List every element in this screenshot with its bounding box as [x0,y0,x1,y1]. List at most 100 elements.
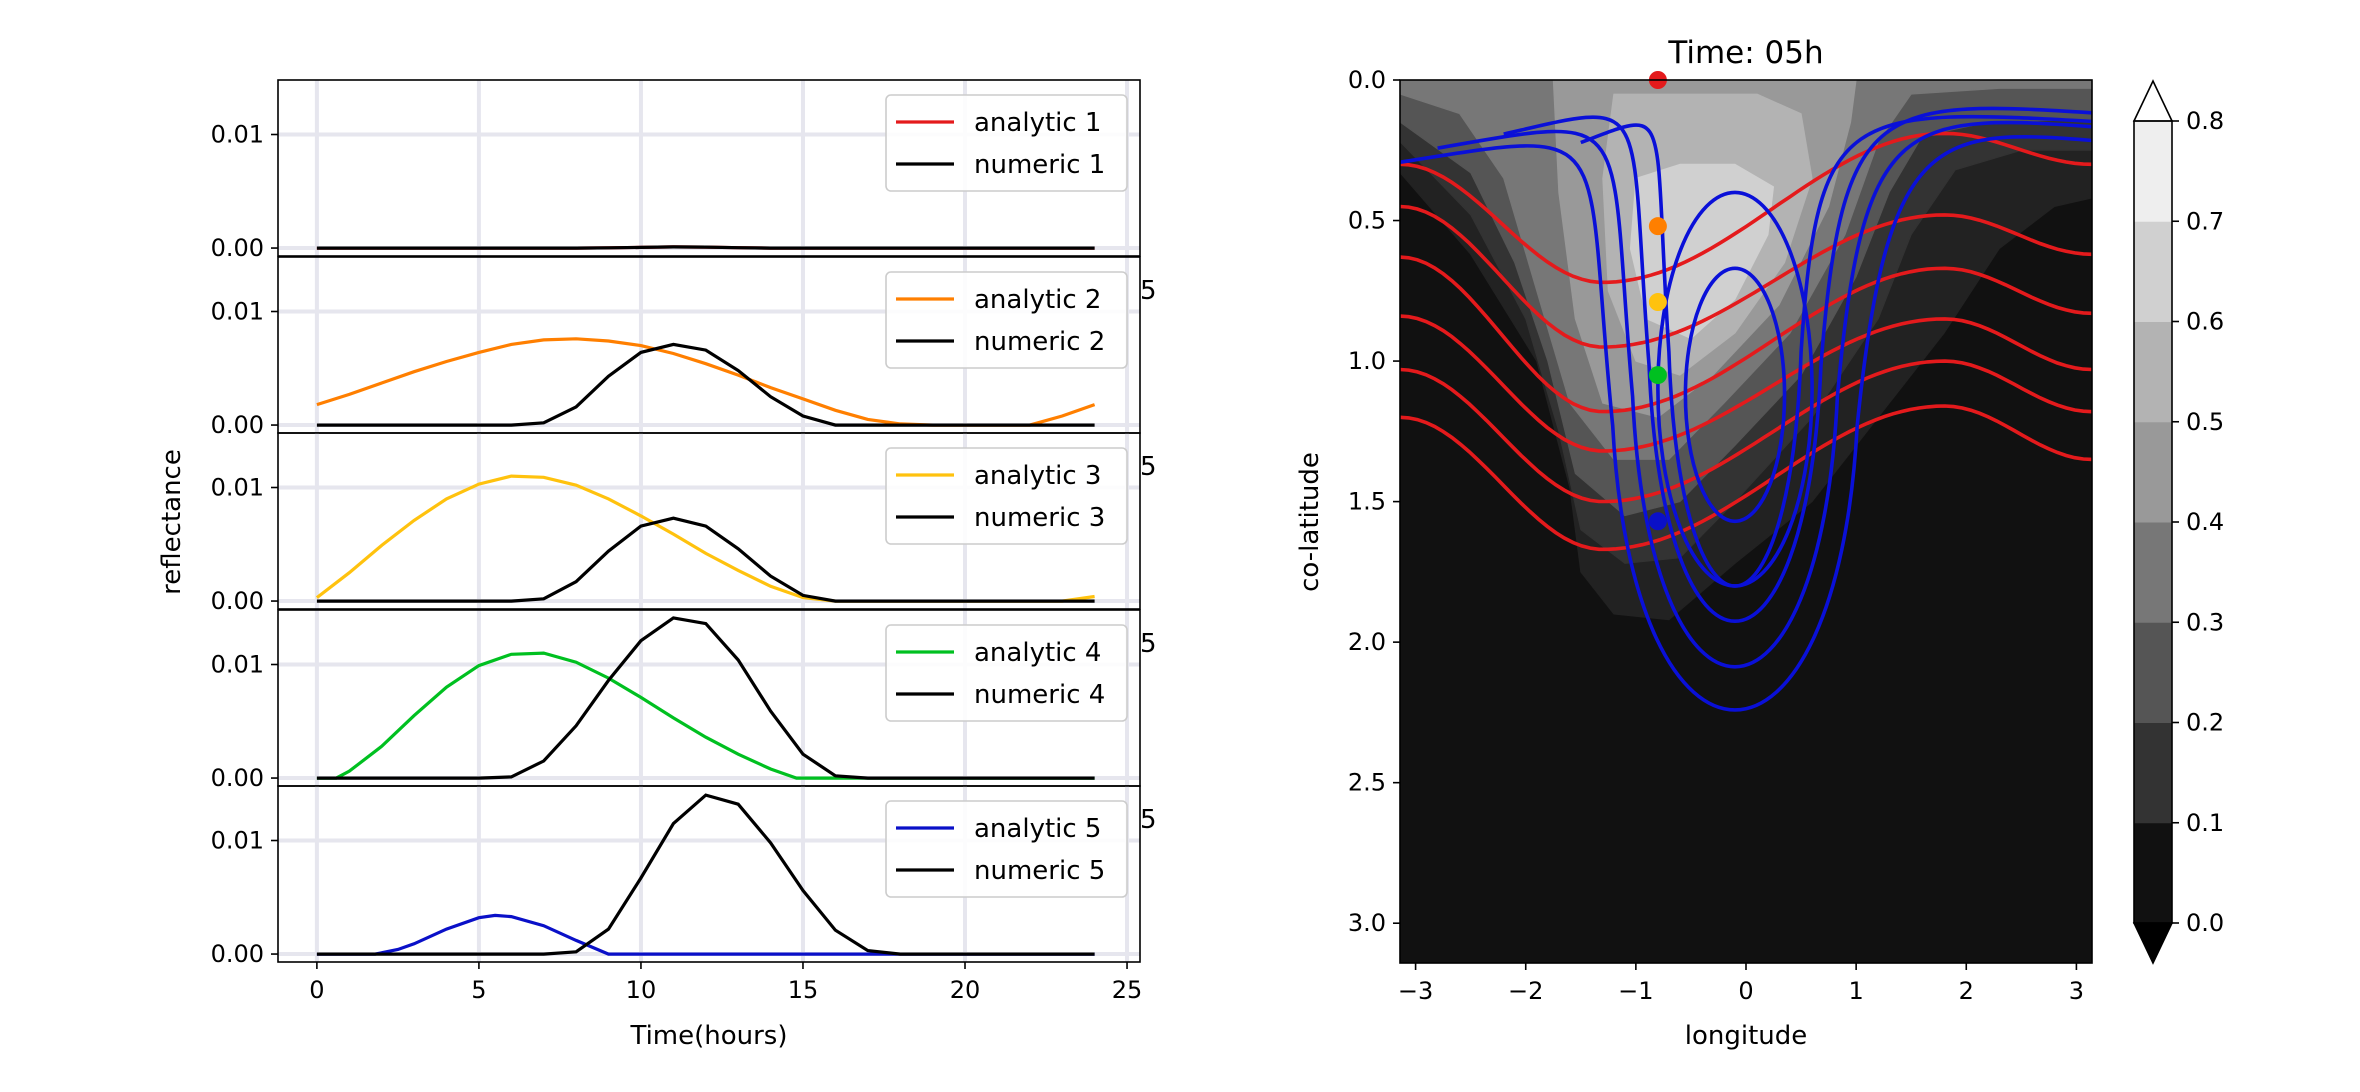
colorbar-segment [2134,622,2172,723]
x-tick-label: 25 [1112,976,1143,1004]
panel-5: 0.00 0.01 analytic 5 numeric 5 [211,785,1141,968]
colorbar: 0.0 0.1 0.2 0.3 0.4 0.5 0.6 0.7 0.8 [2132,79,2224,965]
x-axis-label: longitude [1685,1021,1808,1051]
y-tick-label: 0.00 [211,234,264,262]
colorbar-segment [2134,722,2172,824]
y-tick-label: 0.00 [211,411,264,439]
legend-label: numeric 4 [974,680,1105,710]
y-tick-label: 0.00 [211,587,264,615]
contour-map-chart: −3 −2 −1 0 1 2 3 0.0 0.5 1.0 1.5 2.0 2.5 3.0 Time: 05h… [1295,35,2093,1051]
blue-contour-3 [1580,114,2092,588]
legend: analytic 2 numeric 2 [885,271,1128,369]
x-tick-label: −3 [1398,977,1433,1005]
colorbar-tick-label: 0.7 [2186,207,2224,235]
legend-frame [885,447,1128,545]
panel-frame [277,79,1141,257]
colorbar-segment [2134,822,2172,924]
legend: analytic 5 numeric 5 [885,800,1128,898]
y-axis-label: reflectance [157,449,187,595]
y-tick-label: 0.00 [211,940,264,968]
series-line-analytic-4 [316,651,1095,780]
reflectance-time-series-chart: 0.00 0.01 analytic 1 numeric 1 0.00 0.01 analy… [157,79,1157,1051]
y-axis-label: co-latitude [1295,452,1325,592]
x-tick-label: 3 [2069,977,2084,1005]
colorbar-tick-label: 0.3 [2186,608,2224,636]
red-curve-1 [1400,131,2092,285]
map-plot-area [1400,80,2092,963]
colorbar-tick-label: 0.8 [2186,107,2224,135]
blue-contour-6 [1400,135,2092,712]
legend-frame [885,94,1128,192]
legend-frame [885,800,1128,898]
colorbar-tick-label: 0.0 [2186,909,2224,937]
colorbar-segment [2134,522,2172,623]
legend-frame [885,271,1128,369]
y-tick-label: 1.5 [1348,488,1386,516]
panel-frame [277,432,1141,610]
series-line-analytic-5 [316,913,1095,956]
panel-4: 0.00 0.01 analytic 4 numeric 4 [211,609,1141,792]
panel-frame [277,785,1141,963]
colorbar-segment [2134,421,2172,523]
marker-point-3 [1648,293,1667,312]
colorbar-tick-label: 0.4 [2186,508,2224,536]
legend-label: analytic 2 [974,285,1101,315]
panel-1: 0.00 0.01 analytic 1 numeric 1 [211,79,1141,262]
legend: analytic 4 numeric 4 [885,624,1128,722]
colorbar-segment [2134,221,2172,322]
x-axis-label: Time(hours) [629,1021,787,1051]
marker-point-5 [1648,512,1667,531]
blue-contour-1 [1683,266,1787,524]
blue-contour-4 [1503,106,2092,623]
stray-tick-text: 5 [1140,276,1157,306]
y-tick-label: 2.0 [1348,628,1386,656]
series-line-numeric-3 [316,516,1095,603]
x-tick-label: 1 [1848,977,1863,1005]
legend-label: analytic 3 [974,461,1101,491]
marker-point-2 [1648,217,1667,236]
colorbar-segment [2134,121,2172,222]
colorbar-segment [2134,321,2172,423]
panel-3: 0.00 0.01 analytic 3 numeric 3 [211,432,1141,615]
colorbar-tick-label: 0.6 [2186,308,2224,336]
legend-label: analytic 4 [974,638,1101,668]
red-curve-2 [1400,204,2092,349]
y-tick-label: 0.00 [211,764,264,792]
stray-tick-text: 5 [1140,629,1157,659]
marker-point-4 [1648,366,1667,385]
x-tick-label: 20 [950,976,981,1004]
blue-contour-5 [1437,120,2092,669]
x-tick-label: −2 [1508,977,1543,1005]
y-tick-label: 0.01 [211,121,264,149]
legend-label: analytic 1 [974,108,1101,138]
series-line-numeric-5 [316,793,1095,956]
x-tick-label: 0 [1738,977,1753,1005]
legend-label: numeric 2 [974,327,1105,357]
stray-tick-text: 5 [1140,805,1157,835]
y-tick-label: 0.01 [211,827,264,855]
x-tick-label: 5 [471,976,486,1004]
x-tick-label: 10 [626,976,657,1004]
x-tick-label: 2 [1959,977,1974,1005]
colorbar-tick-label: 0.5 [2186,408,2224,436]
legend-frame [885,624,1128,722]
red-curve-6 [1400,404,2092,552]
y-tick-label: 0.0 [1348,66,1386,94]
legend-label: numeric 1 [974,150,1105,180]
legend-label: numeric 3 [974,503,1105,533]
series-line-numeric-4 [316,616,1095,780]
y-tick-label: 0.01 [211,474,264,502]
legend-label: analytic 5 [974,814,1101,844]
y-tick-label: 0.01 [211,298,264,326]
y-tick-label: 3.0 [1348,909,1386,937]
chart-title: Time: 05h [1667,35,1823,71]
series-line-numeric-2 [316,342,1095,427]
x-tick-label: −1 [1618,977,1653,1005]
y-tick-label: 0.5 [1348,207,1386,235]
legend: analytic 3 numeric 3 [885,447,1128,545]
colorbar-tick-label: 0.1 [2186,809,2224,837]
panel-2: 0.00 0.01 analytic 2 numeric 2 [211,256,1141,439]
y-tick-label: 1.0 [1348,347,1386,375]
y-tick-label: 0.01 [211,651,264,679]
